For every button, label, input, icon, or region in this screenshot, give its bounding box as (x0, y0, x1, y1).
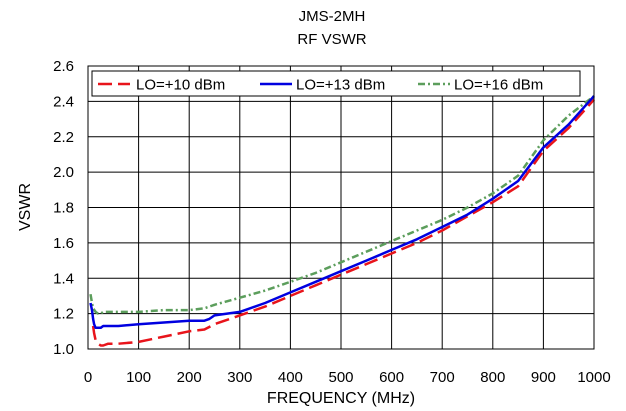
y-tick-label: 1.8 (53, 200, 74, 217)
x-tick-label: 900 (531, 369, 556, 386)
legend-box (91, 70, 581, 97)
chart-subtitle: RF VSWR (297, 31, 366, 48)
series-line-1 (89, 95, 595, 330)
legend-label-lo16: LO=+16 dBm (454, 77, 543, 94)
y-tick-label: 2.2 (53, 129, 74, 146)
legend: LO=+10 dBm LO=+13 dBm LO=+16 dBm (91, 70, 581, 97)
x-axis-label: FREQUENCY (MHz) (267, 390, 415, 407)
x-tick-label: 700 (430, 369, 455, 386)
plot-frame (87, 65, 595, 350)
grid-lines (88, 66, 594, 349)
y-tick-labels: 1.0 1.2 1.4 1.6 1.8 2.0 2.2 2.4 2.6 (53, 58, 74, 358)
y-axis-label: VSWR (17, 183, 34, 231)
y-tick-label: 1.4 (53, 270, 74, 287)
x-tick-label: 800 (480, 369, 505, 386)
x-tick-label: 300 (227, 369, 252, 386)
y-tick-label: 1.6 (53, 235, 74, 252)
x-tick-label: 500 (328, 369, 353, 386)
y-tick-label: 2.6 (53, 58, 74, 75)
legend-label-lo13: LO=+13 dBm (296, 77, 385, 94)
x-tick-label: 0 (84, 369, 92, 386)
series-lines (89, 95, 595, 347)
y-tick-label: 2.0 (53, 164, 74, 181)
x-tick-label: 600 (379, 369, 404, 386)
chart-title: JMS-2MH (299, 8, 366, 25)
y-tick-label: 1.0 (53, 341, 74, 358)
series-line-0 (91, 98, 595, 347)
y-tick-label: 1.2 (53, 306, 74, 323)
x-tick-label: 200 (177, 369, 202, 386)
legend-label-lo10: LO=+10 dBm (136, 77, 225, 94)
x-tick-label: 1000 (577, 369, 610, 386)
x-tick-label: 100 (126, 369, 151, 386)
y-tick-label: 2.4 (53, 93, 74, 110)
series-line-2 (89, 95, 595, 315)
x-tick-label: 400 (278, 369, 303, 386)
x-tick-labels: 0 100 200 300 400 500 600 700 800 900 1000 (84, 369, 611, 386)
